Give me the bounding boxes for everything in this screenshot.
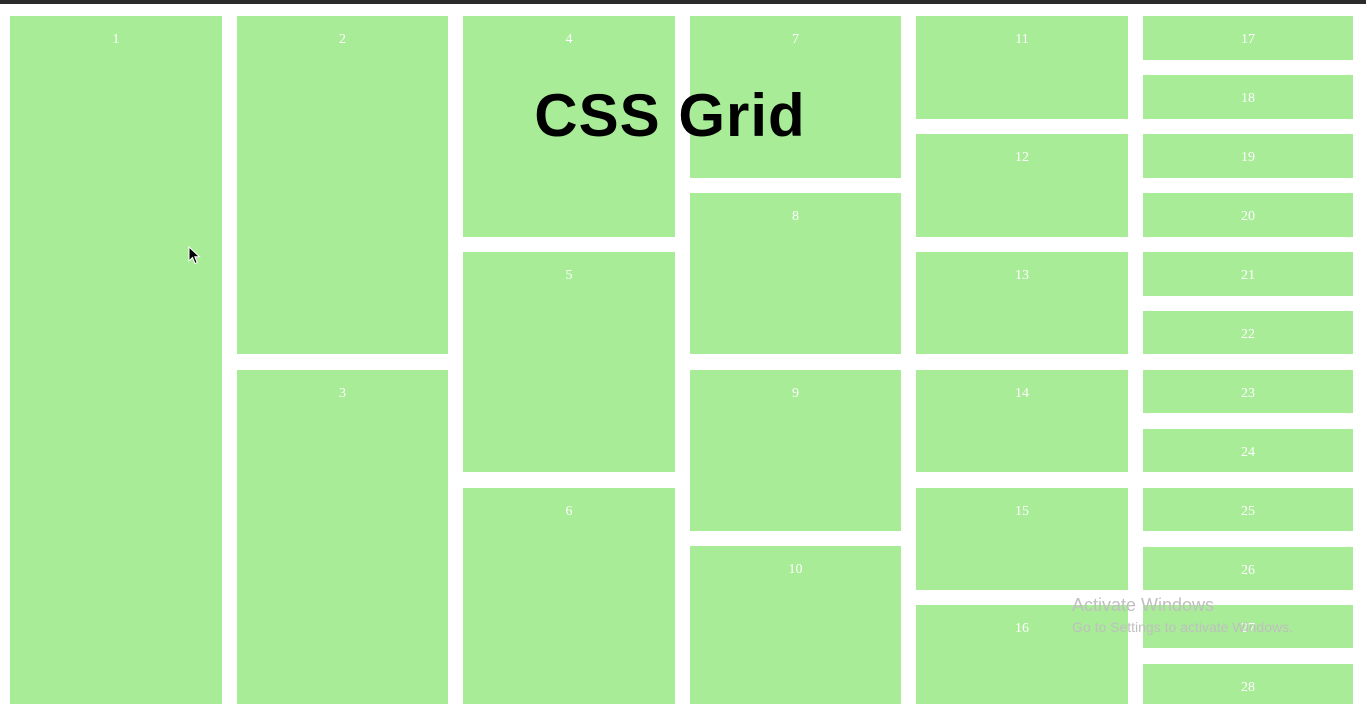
grid-item-7: 7 [690,16,901,178]
grid-item-14: 14 [916,370,1128,472]
arrow-cursor-icon [188,246,201,265]
grid-item-23: 23 [1143,370,1353,413]
grid-item-label: 12 [1015,150,1029,165]
grid-item-24: 24 [1143,429,1353,472]
grid-item-label: 4 [565,32,573,47]
grid-item-22: 22 [1143,311,1353,354]
grid-item-label: 5 [565,268,573,283]
grid-item-16: 16 [916,605,1128,704]
grid-item-18: 18 [1143,75,1353,119]
grid-item-11: 11 [916,16,1128,119]
grid-item-label: 22 [1241,327,1255,342]
grid-item-label: 24 [1241,445,1255,460]
grid-item-2: 2 [237,16,448,354]
grid-item-label: 7 [792,32,799,47]
grid-item-label: 23 [1241,386,1255,401]
grid-item-label: 9 [792,386,799,401]
grid-item-label: 11 [1015,32,1029,47]
grid-item-label: 27 [1241,621,1255,636]
grid-item-label: 14 [1015,386,1029,401]
grid-item-1: 1 [10,16,222,704]
grid-item-label: 21 [1241,268,1255,283]
grid-item-28: 28 [1143,664,1353,704]
grid-item-label: 15 [1015,504,1029,519]
grid-item-27: 27 [1143,605,1353,648]
grid-item-12: 12 [916,134,1128,237]
grid-item-4: 4 [463,16,675,237]
grid-item-label: 8 [792,209,799,224]
grid-item-label: 2 [339,32,346,47]
grid-item-9: 9 [690,370,901,531]
grid-item-21: 21 [1143,252,1353,296]
grid-item-25: 25 [1143,488,1353,531]
watermark-title: Activate Windows [1072,595,1215,615]
window-top-bar [0,0,1366,4]
grid-item-19: 19 [1143,134,1353,178]
grid-item-10: 10 [690,546,901,704]
watermark-subtitle: Go to Settings to activate Windows. [1072,619,1293,635]
grid-item-label: 26 [1241,563,1255,578]
grid-item-3: 3 [237,370,448,704]
activation-watermark: Activate Windows Go to Settings to activ… [1072,594,1293,637]
grid-item-17: 17 [1143,16,1353,60]
grid-item-5: 5 [463,252,675,472]
grid-item-label: 19 [1241,150,1255,165]
grid-item-8: 8 [690,193,901,354]
grid-item-label: 28 [1241,680,1255,695]
grid-item-label: 17 [1241,32,1255,47]
page-title: CSS Grid [534,82,806,149]
grid-item-label: 25 [1241,504,1255,519]
grid-item-label: 20 [1241,209,1255,224]
grid-item-label: 10 [788,562,803,577]
grid-item-15: 15 [916,488,1128,590]
grid-item-label: 1 [112,32,120,47]
grid-item-13: 13 [916,252,1128,354]
grid-item-label: 6 [565,504,573,519]
grid-item-20: 20 [1143,193,1353,237]
grid-item-label: 16 [1015,621,1029,636]
grid-item-label: 18 [1241,91,1255,106]
grid-item-26: 26 [1143,547,1353,590]
grid-item-label: 13 [1015,268,1029,283]
grid-item-label: 3 [339,386,346,401]
grid-item-6: 6 [463,488,675,704]
